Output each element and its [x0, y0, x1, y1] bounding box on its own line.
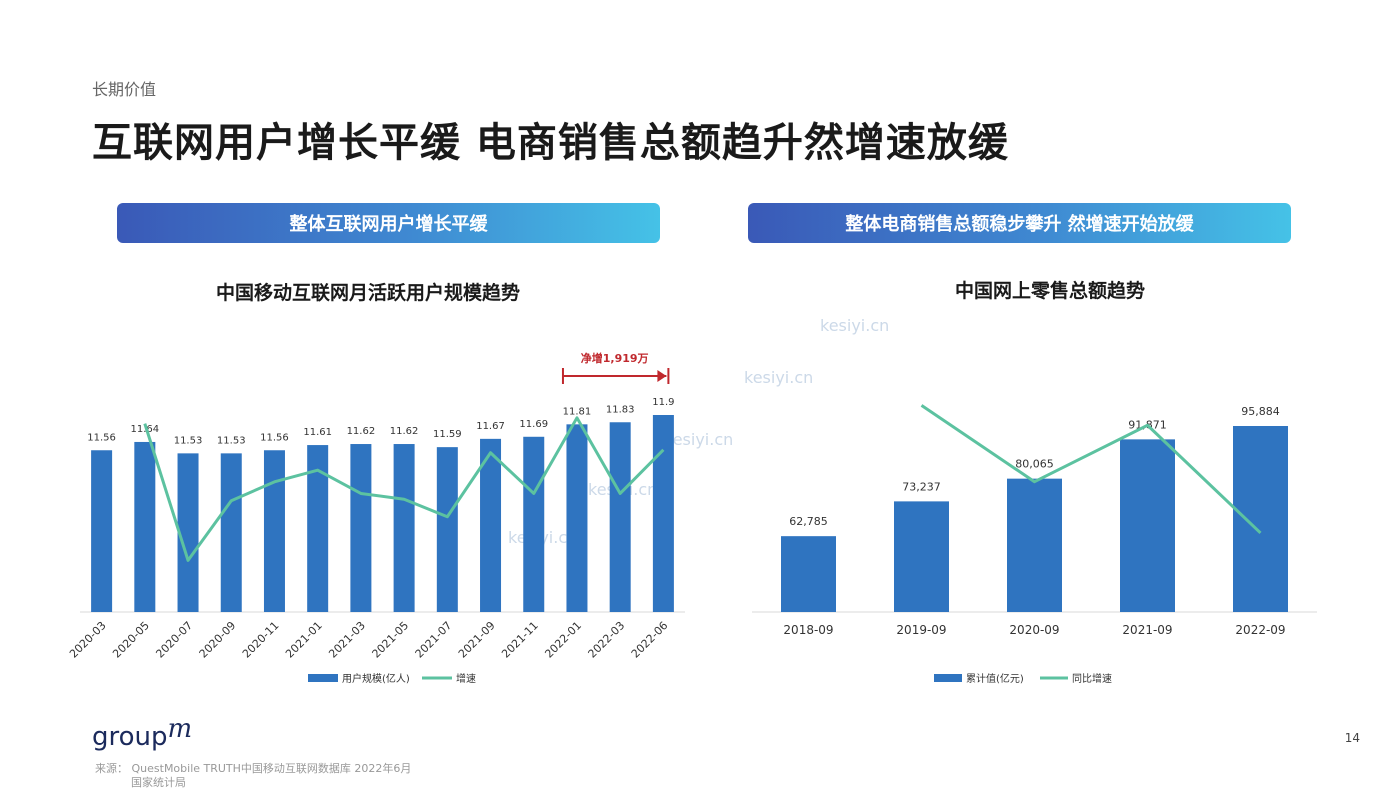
bar-data-label: 11.53 [174, 435, 203, 446]
left-banner: 整体互联网用户增长平缓 [117, 203, 660, 243]
bar [436, 447, 458, 612]
bar [480, 438, 502, 612]
source-line-2: 国家统计局 [131, 776, 186, 789]
legend-label: 增速 [456, 672, 476, 685]
bar [1007, 478, 1062, 612]
x-tick-label: 2021-05 [370, 619, 412, 661]
bar-data-label: 11.83 [606, 404, 635, 415]
groupm-logo: groupm [92, 714, 192, 752]
x-tick-label: 2020-05 [110, 619, 152, 661]
bar-data-label: 11.56 [87, 432, 116, 443]
x-tick-label: 2021-07 [413, 619, 455, 661]
left-chart-title: 中国移动互联网月活跃用户规模趋势 [215, 282, 520, 304]
x-tick-label: 2020-07 [153, 619, 195, 661]
x-tick-label: 2022-01 [542, 619, 584, 661]
annotation-label: 净增1,919万 [581, 351, 649, 365]
x-tick-label: 2020-09 [1009, 623, 1059, 637]
bar-data-label: 73,237 [902, 480, 941, 493]
bar-data-label: 11.62 [390, 426, 419, 437]
bar [609, 422, 631, 612]
legend-label: 累计值(亿元) [966, 672, 1024, 685]
bar [566, 424, 588, 612]
bar-data-label: 11.59 [433, 429, 462, 440]
annotation-arrowhead [657, 370, 667, 382]
right-banner: 整体电商销售总额稳步攀升 然增速开始放缓 [748, 203, 1291, 243]
bar [1233, 426, 1288, 612]
x-tick-label: 2022-09 [1235, 623, 1285, 637]
bar-data-label: 11.69 [519, 419, 548, 430]
watermark: kesiyi.cn [664, 430, 734, 449]
source-note: 来源： QuestMobile TRUTH中国移动互联网数据库 2022年6月 … [95, 762, 411, 790]
bar-data-label: 11.9 [652, 397, 674, 408]
bar [652, 415, 674, 612]
x-tick-label: 2021-09 [1122, 623, 1172, 637]
logo-text: group [92, 722, 168, 752]
bar-data-label: 11.67 [476, 421, 505, 432]
source-line-1: 来源： QuestMobile TRUTH中国移动互联网数据库 2022年6月 [95, 762, 412, 775]
bar-data-label: 11.61 [303, 427, 332, 438]
page-number: 14 [1344, 731, 1360, 745]
watermark: kesiyi.cn [820, 316, 890, 335]
x-tick-label: 2021-03 [326, 619, 368, 661]
bar-data-label: 11.56 [260, 432, 289, 443]
bar-data-label: 80,065 [1015, 458, 1054, 471]
bar [307, 445, 329, 612]
bar [91, 450, 113, 612]
x-tick-label: 2021-11 [499, 619, 541, 661]
x-tick-label: 2022-06 [629, 619, 671, 661]
bar [523, 436, 545, 612]
bar [393, 444, 415, 612]
bar [894, 501, 949, 612]
x-tick-label: 2021-01 [283, 619, 325, 661]
legend-label: 同比增速 [1072, 672, 1112, 685]
x-tick-label: 2021-09 [456, 619, 498, 661]
x-tick-label: 2019-09 [896, 623, 946, 637]
watermark: kesiyi.cn [744, 368, 814, 387]
bar [177, 453, 199, 612]
legend-swatch-bar [934, 674, 962, 682]
bar-data-label: 62,785 [789, 515, 828, 528]
x-tick-label: 2020-03 [67, 619, 109, 661]
x-tick-label: 2020-09 [197, 619, 239, 661]
bar-data-label: 11.81 [563, 406, 592, 417]
x-tick-label: 2018-09 [783, 623, 833, 637]
bar-data-label: 95,884 [1241, 405, 1280, 418]
bar [220, 453, 242, 612]
right-chart-title: 中国网上零售总额趋势 [954, 280, 1145, 302]
bar-data-label: 11.53 [217, 435, 246, 446]
mau-chart: 11.56 2020-03 11.64 2020-05 11.53 2020-07 11.5… [67, 351, 685, 685]
growth-line [143, 416, 665, 562]
x-tick-label: 2020-11 [240, 619, 282, 661]
page-title: 互联网用户增长平缓 电商销售总额趋升然增速放缓 [92, 120, 1009, 166]
bar [134, 441, 156, 612]
bar [1120, 439, 1175, 612]
growth-line [920, 404, 1262, 535]
bar-data-label: 11.64 [131, 424, 160, 435]
bar [781, 536, 836, 612]
section-label: 长期价值 [92, 80, 157, 99]
legend-swatch-bar [308, 674, 338, 682]
legend-label: 用户规模(亿人) [342, 672, 410, 685]
bar [263, 450, 285, 612]
x-tick-label: 2022-03 [586, 619, 628, 661]
bar-data-label: 11.62 [347, 426, 376, 437]
retail-chart: 62,785 2018-09 73,237 2019-09 80,065 2020-09 9… [752, 404, 1317, 685]
bar [350, 444, 372, 612]
logo-mark: m [167, 714, 193, 744]
